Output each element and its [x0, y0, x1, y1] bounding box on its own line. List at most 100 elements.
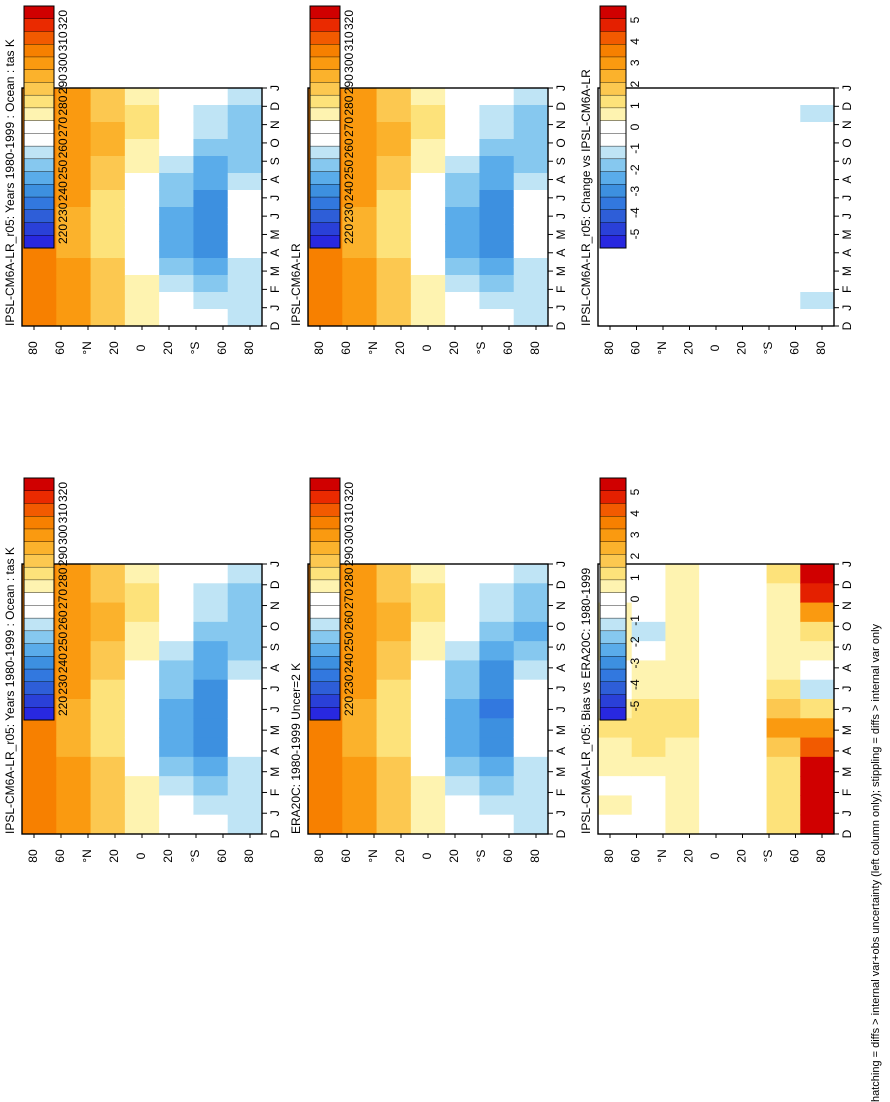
heatmap-cell — [342, 105, 378, 123]
heatmap-cell — [445, 564, 480, 584]
heatmap-cell — [631, 621, 666, 642]
heatmap-cell — [376, 275, 412, 293]
heatmap-cell — [124, 139, 160, 157]
heatmap-cell — [376, 173, 412, 191]
heatmap-cell — [732, 241, 768, 259]
x-tick-label: S — [268, 643, 282, 651]
heatmap-cell — [800, 156, 835, 174]
colorbar-swatch — [23, 477, 55, 492]
heatmap-cell — [665, 292, 700, 310]
heatmap-cell — [124, 88, 160, 106]
heatmap-cell — [410, 602, 446, 623]
heatmap-cell — [90, 602, 126, 623]
colorbar-swatch — [309, 5, 341, 20]
heatmap-cell — [90, 224, 126, 242]
y-tick-label: 20 — [682, 341, 696, 355]
heatmap-cell — [665, 241, 700, 259]
heatmap-cell — [766, 173, 801, 191]
colorbar-swatch — [23, 528, 55, 543]
heatmap-cell — [90, 718, 126, 739]
heatmap-cell — [56, 718, 92, 739]
heatmap-cell — [513, 641, 549, 661]
heatmap-cell — [342, 207, 378, 225]
heatmap-cell — [479, 621, 515, 642]
y-tick-label: 80 — [814, 341, 828, 355]
heatmap-cell — [308, 737, 343, 758]
x-tick-label: J — [840, 706, 854, 712]
heatmap-cell — [800, 292, 835, 310]
heatmap-cell — [227, 275, 263, 293]
heatmap-cell — [800, 564, 835, 584]
heatmap-cell — [342, 224, 378, 242]
heatmap-cell — [631, 156, 666, 174]
y-tick-label: 20 — [107, 849, 121, 863]
colorbar-swatch — [599, 477, 627, 492]
heatmap-cell — [631, 122, 666, 140]
y-tick-label: 20 — [735, 341, 749, 355]
heatmap-cell — [124, 641, 160, 661]
heatmap-cell — [342, 156, 378, 174]
x-tick-label: J — [554, 85, 568, 91]
x-tick-label: J — [554, 706, 568, 712]
heatmap-cell — [445, 814, 480, 835]
y-tick-label: °S — [474, 342, 488, 355]
heatmap-cell — [665, 621, 700, 642]
x-tick-label: J — [840, 213, 854, 219]
heatmap-cell — [631, 105, 666, 123]
colorbar-tick-label: 260 — [56, 138, 70, 158]
heatmap-cell — [410, 207, 446, 225]
heatmap-cell — [699, 105, 734, 123]
heatmap-cell — [227, 207, 263, 225]
y-tick-label: 80 — [312, 341, 326, 355]
x-tick-label: A — [840, 176, 854, 184]
heatmap-cell — [800, 718, 835, 739]
colorbar-swatch — [23, 120, 55, 134]
heatmap-cell — [376, 241, 412, 259]
heatmap-cell — [479, 139, 515, 157]
colorbar-frame — [309, 5, 341, 249]
heatmap-cell — [513, 309, 549, 327]
colorbar-swatch — [23, 490, 55, 504]
heatmap-cell — [732, 583, 768, 604]
x-tick-label: A — [554, 747, 568, 755]
heatmap-cell — [732, 224, 768, 242]
y-tick-label: 60 — [788, 341, 802, 355]
heatmap-cell — [598, 814, 633, 835]
heatmap-cell — [159, 224, 194, 242]
x-tick-label: J — [554, 686, 568, 692]
heatmap-cell — [479, 679, 515, 700]
x-tick-label: A — [840, 747, 854, 755]
colorbar-swatch — [23, 694, 55, 708]
heatmap-cell — [124, 621, 160, 642]
heatmap-cell — [479, 756, 515, 777]
heatmap-cell — [445, 309, 480, 327]
x-tick-label: S — [554, 643, 568, 651]
heatmap-cell — [665, 795, 700, 816]
heatmap-cell — [376, 737, 412, 758]
heatmap-cell — [513, 756, 549, 777]
heatmap-cell — [766, 756, 801, 777]
heatmap-cell — [699, 756, 734, 777]
heatmap-cell — [732, 122, 768, 140]
colorbar-swatch — [599, 592, 627, 606]
heatmap-cell — [766, 309, 801, 327]
heatmap-cell — [376, 156, 412, 174]
heatmap-cell — [124, 814, 160, 835]
heatmap-cell — [479, 241, 515, 259]
heatmap-cell — [227, 309, 263, 327]
heatmap-cell — [376, 564, 412, 584]
colorbar-swatch — [309, 503, 341, 517]
heatmap-cell — [56, 173, 92, 191]
heatmap-cell — [479, 583, 515, 604]
heatmap-cell — [410, 679, 446, 700]
heatmap-cell — [410, 776, 446, 796]
heatmap-cell — [90, 105, 126, 123]
heatmap-cell — [56, 156, 92, 174]
heatmap-cell — [598, 292, 633, 310]
heatmap-cell — [193, 275, 229, 293]
heatmap-cell — [445, 795, 480, 816]
colorbar-tick-label: 2 — [628, 81, 642, 88]
heatmap-cell — [227, 88, 263, 106]
heatmap-cell — [699, 207, 734, 225]
heatmap-cell — [699, 641, 734, 661]
